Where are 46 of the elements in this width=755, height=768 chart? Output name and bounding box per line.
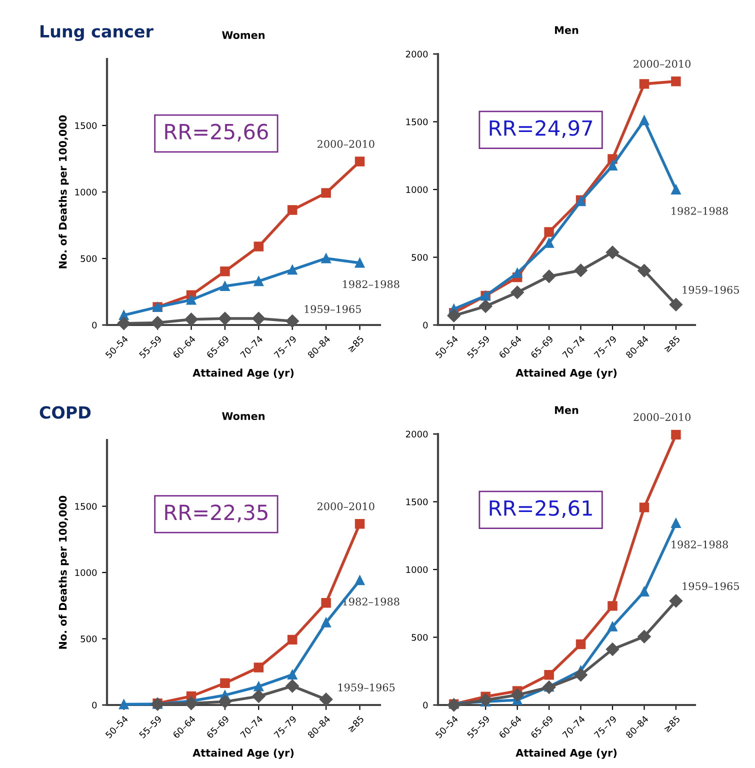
- y-tick-label: 2000: [406, 50, 428, 58]
- series-label: 1982–1988: [672, 207, 728, 215]
- y-tick-label: 2000: [406, 430, 428, 438]
- series-label: 2000–2010: [634, 60, 690, 68]
- chart-title: COPD: [40, 406, 91, 419]
- chart-subtitle: Men: [555, 406, 578, 414]
- chart-subtitle: Women: [222, 412, 264, 420]
- annotation: RR=22,35: [165, 504, 268, 522]
- y-tick-label: 1500: [75, 122, 97, 130]
- series-label: 1959–1965: [682, 582, 739, 590]
- series-label: 1982–1988: [343, 598, 400, 606]
- x-axis-title: Attained Age (yr): [516, 368, 617, 379]
- y-axis-title: No. of Deaths per 100,000: [58, 496, 69, 649]
- series-label: 1959–1965: [304, 305, 361, 314]
- y-tick-label: 0: [92, 322, 97, 329]
- y-tick-label: 1500: [406, 118, 428, 126]
- y-tick-label: 500: [412, 634, 428, 641]
- annotation: RR=25,66: [165, 124, 268, 142]
- y-tick-label: 0: [92, 702, 97, 709]
- y-tick-label: 1000: [75, 569, 97, 576]
- y-tick-label: 1000: [406, 566, 428, 574]
- x-axis-title: Attained Age (yr): [192, 748, 294, 759]
- y-tick-label: 0: [423, 702, 428, 709]
- series-label: 2000–2010: [317, 140, 374, 148]
- y-tick-label: 1000: [406, 186, 428, 194]
- annotation: RR=24,97: [490, 120, 592, 138]
- chart-subtitle: Women: [222, 31, 264, 39]
- series-label: 2000–2010: [634, 413, 690, 422]
- y-tick-label: 1500: [75, 502, 97, 510]
- y-axis-title: No. of Deaths per 100,000: [58, 115, 69, 268]
- x-axis-title: Attained Age (yr): [192, 368, 294, 379]
- series-label: 1982–1988: [343, 280, 400, 288]
- chart-subtitle: Men: [555, 26, 578, 34]
- series-label: 2000–2010: [317, 502, 374, 510]
- y-tick-label: 500: [412, 254, 428, 261]
- series-label: 1959–1965: [338, 683, 395, 692]
- y-tick-label: 1500: [406, 498, 428, 506]
- chart-title: Lung cancer: [40, 25, 154, 41]
- y-tick-label: 0: [423, 322, 428, 329]
- x-axis-title: Attained Age (yr): [516, 748, 617, 759]
- y-tick-label: 1000: [75, 188, 97, 196]
- series-label: 1982–1988: [672, 540, 728, 548]
- annotation: RR=25,61: [490, 500, 592, 518]
- series-label: 1959–1965: [682, 286, 739, 294]
- y-tick-label: 500: [80, 635, 97, 642]
- y-tick-label: 500: [80, 255, 97, 262]
